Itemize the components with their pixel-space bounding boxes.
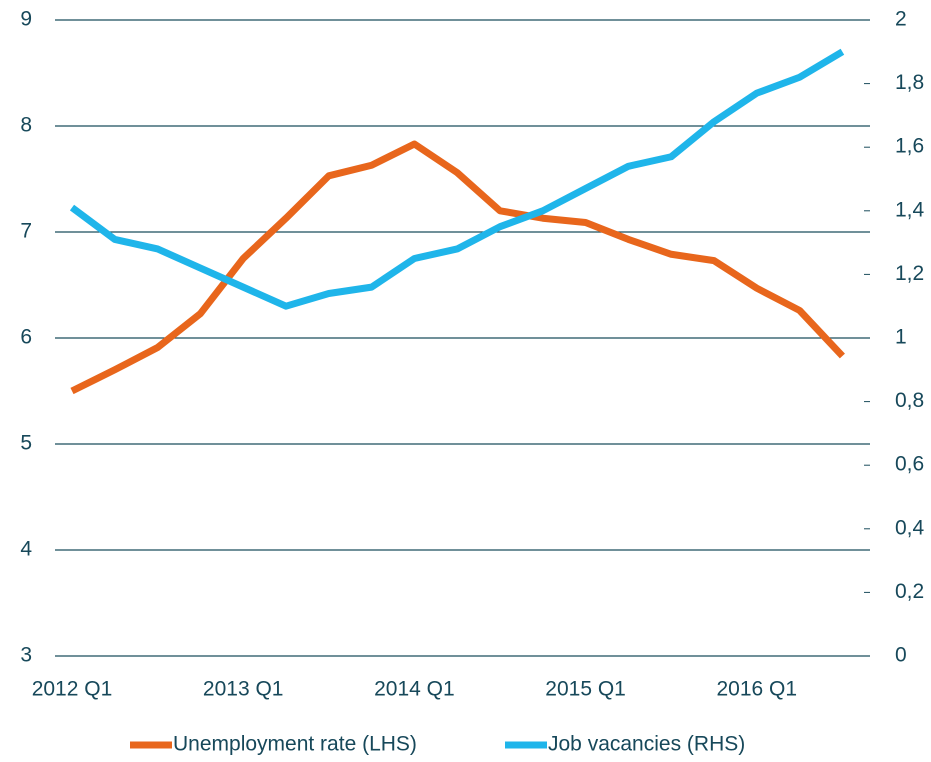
y2-tick-label: 1 xyxy=(895,326,907,349)
x-tick-label: 2016 Q1 xyxy=(717,678,798,701)
x-tick-label: 2012 Q1 xyxy=(32,678,113,701)
y2-tick-label: 1,2 xyxy=(895,262,924,285)
y-tick-label: 3 xyxy=(20,644,32,667)
y2-tick-label: 0,8 xyxy=(895,389,924,412)
y-tick-label: 6 xyxy=(20,326,32,349)
y-tick-label: 9 xyxy=(20,8,32,31)
y-tick-label: 7 xyxy=(20,220,32,243)
y2-tick-label: 2 xyxy=(895,8,907,31)
y2-tick-label: 0,2 xyxy=(895,580,924,603)
x-tick-label: 2014 Q1 xyxy=(374,678,455,701)
legend-label: Unemployment rate (LHS) xyxy=(173,733,417,756)
y2-tick-label: 0 xyxy=(895,644,907,667)
y2-tick-label: 0,6 xyxy=(895,453,924,476)
legend-label: Job vacancies (RHS) xyxy=(548,733,745,756)
y-tick-label: 8 xyxy=(20,114,32,137)
y2-tick-label: 1,8 xyxy=(895,71,924,94)
y2-tick-label: 1,6 xyxy=(895,135,924,158)
line-series xyxy=(70,140,845,395)
y2-tick-label: 0,4 xyxy=(895,516,925,539)
x-tick-label: 2015 Q1 xyxy=(545,678,626,701)
y-tick-label: 5 xyxy=(20,432,32,455)
line-series xyxy=(69,48,845,310)
y2-tick-label: 1,4 xyxy=(895,198,925,221)
y-tick-label: 4 xyxy=(20,538,32,561)
x-tick-label: 2013 Q1 xyxy=(203,678,284,701)
